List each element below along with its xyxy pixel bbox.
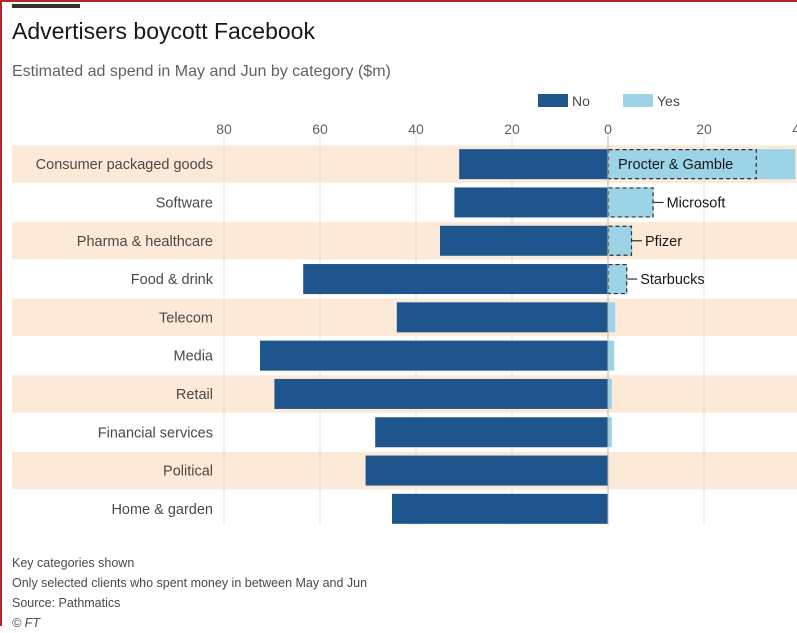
legend-label-no: No [572, 93, 590, 109]
bar-yes [608, 187, 654, 218]
x-tick-label: 40 [408, 121, 424, 137]
note-selected-clients: Only selected clients who spent money in… [12, 576, 368, 590]
x-tick-label: 80 [216, 121, 232, 137]
x-tick-label: 20 [696, 121, 712, 137]
bar-no [260, 340, 608, 371]
client-label: Procter & Gamble [618, 157, 733, 173]
bar-no [396, 302, 608, 333]
note-key-categories: Key categories shown [12, 556, 135, 570]
note-source: Source: Pathmatics [12, 596, 121, 610]
bar-no [375, 417, 608, 448]
bar-yes [608, 225, 632, 256]
x-tick-label: 40 [792, 121, 797, 137]
legend-swatch-no [538, 94, 568, 107]
chart-notes: Key categories shown Only selected clien… [12, 553, 367, 633]
chart-title: Advertisers boycott Facebook [12, 18, 315, 44]
bar-yes [608, 417, 612, 448]
bar-no [303, 264, 608, 295]
x-tick-label: 0 [604, 121, 612, 137]
x-tick-label: 60 [312, 121, 328, 137]
category-label: Food & drink [131, 272, 214, 288]
client-outline [607, 187, 654, 218]
bar-no [440, 225, 608, 256]
row-band [12, 222, 797, 260]
category-label: Media [174, 349, 214, 365]
bar-no [365, 455, 608, 486]
legend-swatch-yes [623, 94, 653, 107]
bar-no [454, 187, 608, 218]
bar-no [459, 149, 608, 180]
x-tick-label: 20 [504, 121, 520, 137]
category-label: Home & garden [111, 502, 213, 518]
bar-yes [608, 302, 616, 333]
bar-no [392, 493, 608, 524]
client-label: Microsoft [667, 195, 726, 211]
bar-yes [608, 264, 628, 295]
category-label: Software [156, 195, 213, 211]
client-outline [607, 225, 633, 256]
category-label: Consumer packaged goods [36, 157, 213, 173]
category-label: Financial services [98, 425, 213, 441]
bar-yes [608, 340, 615, 371]
bar-yes [608, 149, 796, 180]
ft-top-bar [12, 4, 80, 8]
category-label: Telecom [159, 310, 213, 326]
legend-label-yes: Yes [657, 93, 680, 109]
note-copyright: © FT [12, 616, 40, 630]
client-label: Starbucks [640, 272, 704, 288]
category-label: Retail [176, 387, 213, 403]
bar-yes [608, 378, 612, 409]
category-label: Political [163, 464, 213, 480]
chart-subtitle: Estimated ad spend in May and Jun by cat… [12, 63, 391, 80]
bar-no [274, 378, 608, 409]
client-label: Pfizer [645, 234, 682, 250]
category-label: Pharma & healthcare [77, 234, 213, 250]
